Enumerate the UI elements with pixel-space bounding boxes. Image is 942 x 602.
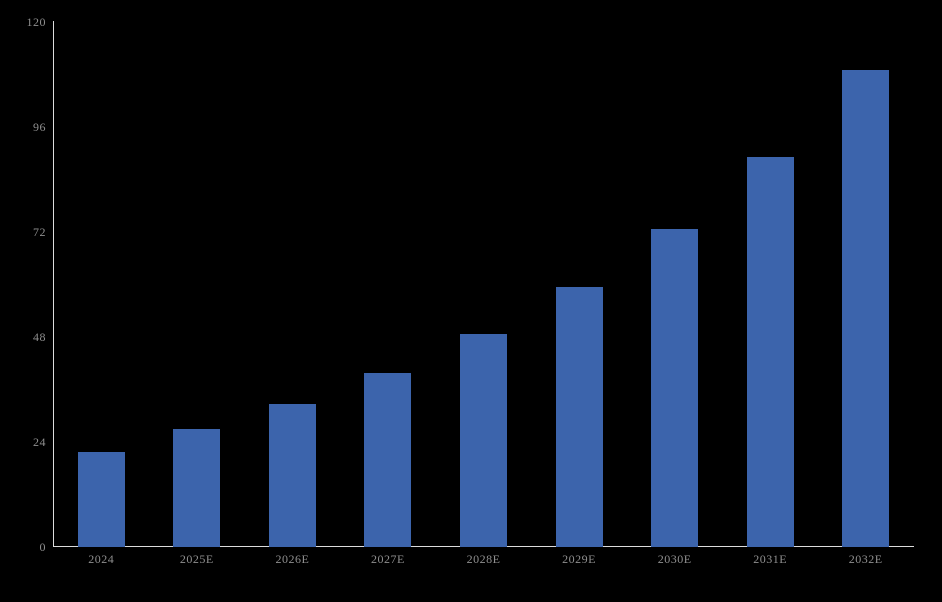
bar-2032E	[842, 70, 890, 547]
y-tick-label: 72	[33, 224, 46, 239]
x-axis-line	[53, 546, 914, 547]
y-tick-label: 0	[39, 539, 46, 554]
x-axis-label-2024: 2024	[88, 552, 115, 566]
bar-2026E	[268, 404, 316, 547]
y-axis-line	[53, 21, 54, 547]
y-tick-label: 120	[26, 14, 46, 29]
bar-2029E	[555, 287, 603, 547]
x-axis-label-2032E: 2032E	[848, 552, 883, 566]
y-tick-label: 96	[33, 119, 46, 134]
x-axis-label-2026E: 2026E	[275, 552, 310, 566]
x-axis-label-2028E: 2028E	[466, 552, 501, 566]
bar-2025E	[173, 429, 221, 547]
x-axis-label-2025E: 2025E	[179, 552, 214, 566]
bar-2027E	[364, 373, 412, 547]
x-axis-label-2029E: 2029E	[562, 552, 596, 566]
bar-2030E	[651, 229, 699, 547]
bar-2028E	[460, 334, 507, 547]
x-axis-label-2031E: 2031E	[753, 552, 788, 566]
bar-2024	[77, 451, 125, 547]
bar-2031E	[746, 157, 794, 547]
x-axis-label-2027E: 2027E	[371, 552, 405, 566]
x-axis-label-2030E: 2030E	[657, 552, 692, 566]
y-tick-label: 48	[33, 329, 46, 344]
y-tick-label: 24	[33, 434, 46, 449]
